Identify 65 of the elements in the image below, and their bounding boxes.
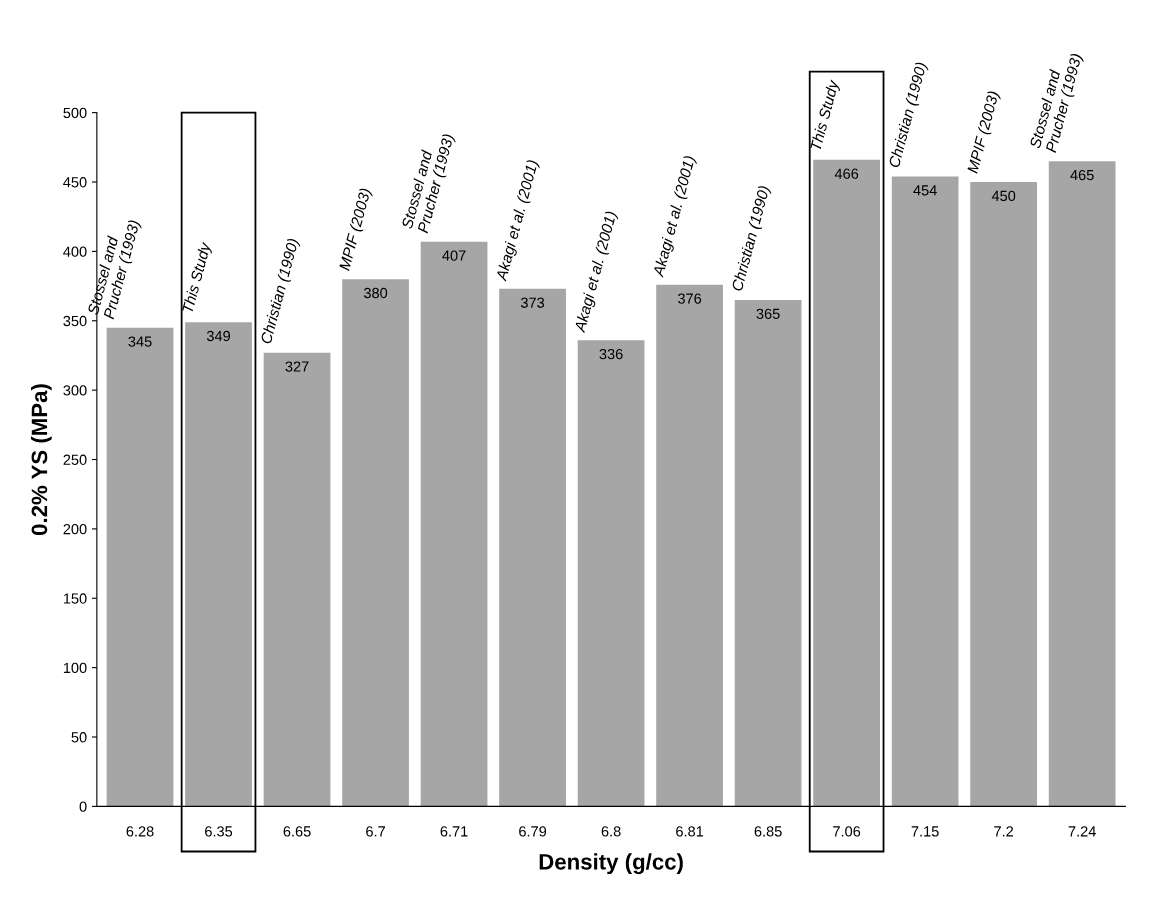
bar	[656, 284, 723, 807]
data-label: 349	[206, 330, 231, 342]
data-label: 365	[756, 308, 780, 319]
data-label: 466	[834, 168, 859, 179]
bar	[185, 322, 252, 807]
annotation: This Study	[181, 241, 214, 314]
bar	[813, 159, 880, 807]
data-label: 454	[913, 185, 937, 196]
data-label: 450	[991, 190, 1016, 202]
annotation: Christian (1990)	[731, 185, 773, 293]
x-axis-title: Density (g/cc)	[539, 853, 683, 875]
y-tick-label: 300	[63, 385, 87, 396]
x-tick-label: 7.15	[911, 826, 939, 837]
annotation: Christian (1990)	[888, 61, 930, 169]
x-tick-label: 6.8	[601, 826, 621, 837]
y-axis-title: 0.2% YS (MPa)	[30, 384, 52, 535]
bar	[420, 241, 488, 807]
annotation: Akagi et al. (2001)	[652, 155, 698, 279]
data-label: 336	[599, 348, 623, 360]
annotation: Akagi et al. (2001)	[573, 210, 620, 334]
y-tick-label: 100	[63, 662, 87, 674]
annotation: Stossel and Prucher (1993)	[400, 133, 457, 235]
annotation: MPIF (2003)	[966, 90, 1002, 175]
bar	[577, 340, 645, 807]
x-tick-label: 6.79	[519, 826, 547, 837]
x-tick-label: 6.81	[676, 826, 704, 837]
data-label: 465	[1070, 169, 1094, 181]
data-label: 345	[128, 336, 152, 347]
bar	[342, 279, 409, 807]
x-tick-label: 6.35	[205, 826, 233, 837]
annotation: MPIF (2003)	[338, 187, 374, 272]
data-label: 327	[285, 361, 309, 372]
x-tick-label: 7.2	[994, 826, 1014, 837]
data-label: 407	[442, 250, 466, 261]
annotation: Christian (1990)	[259, 237, 302, 345]
data-label: 373	[520, 297, 545, 308]
annotation: Stossel and Prucher (1993)	[1029, 53, 1085, 154]
y-tick-label: 350	[63, 315, 87, 327]
x-tick-label: 6.7	[366, 826, 385, 837]
bar	[734, 299, 802, 807]
y-tick-label: 450	[63, 177, 87, 188]
y-tick-label: 50	[71, 732, 87, 743]
x-tick-label: 7.06	[833, 826, 861, 837]
data-label: 376	[677, 293, 702, 304]
bar	[891, 176, 959, 807]
y-tick-label: 150	[63, 593, 87, 604]
bar	[499, 288, 566, 807]
x-tick-label: 6.71	[440, 826, 468, 837]
y-tick-label: 0	[79, 801, 87, 812]
bar	[970, 182, 1037, 807]
x-tick-label: 7.24	[1068, 826, 1096, 837]
annotation: Stossel and Prucher (1993)	[86, 219, 143, 321]
x-tick-label: 6.28	[126, 826, 154, 837]
x-tick-label: 6.85	[754, 826, 782, 837]
annotation: This Study	[809, 78, 842, 152]
data-label: 380	[363, 287, 388, 299]
x-tick-label: 6.65	[283, 826, 311, 837]
y-tick-label: 500	[63, 107, 87, 119]
y-tick-label: 250	[63, 454, 87, 465]
bar	[263, 352, 331, 807]
annotation: Akagi et al. (2001)	[495, 159, 541, 283]
y-tick-label: 400	[63, 246, 87, 257]
y-tick-label: 200	[63, 523, 87, 535]
bar	[1048, 161, 1116, 807]
bar	[106, 327, 174, 807]
